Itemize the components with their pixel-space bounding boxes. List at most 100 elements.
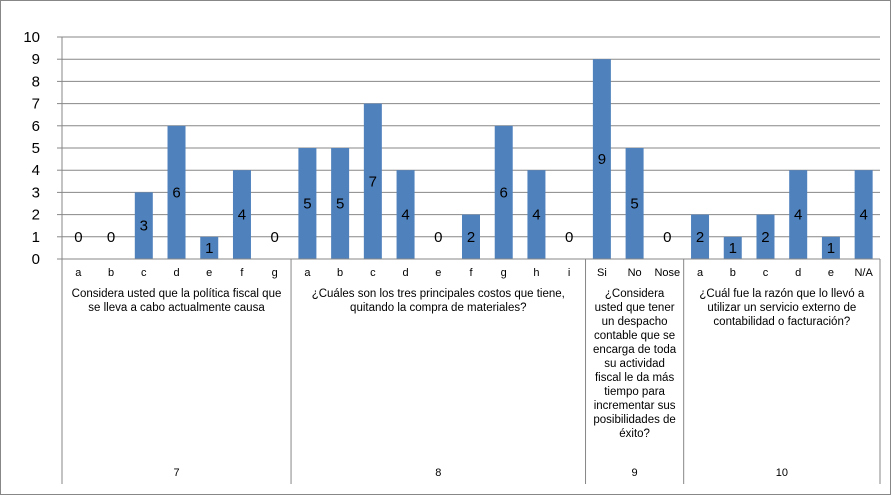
data-label: 4 xyxy=(401,207,409,224)
bar xyxy=(592,59,611,260)
data-label: 0 xyxy=(74,229,82,246)
data-label: 4 xyxy=(532,207,540,224)
data-label: 0 xyxy=(107,229,115,246)
category-label: a xyxy=(304,267,311,279)
group-question: Considera usted que la política fiscal q… xyxy=(72,288,282,314)
bar xyxy=(854,170,873,259)
axes xyxy=(57,36,881,484)
data-label: 5 xyxy=(303,196,311,213)
group-id-label: 8 xyxy=(435,467,441,479)
y-tick-label: 10 xyxy=(23,29,40,46)
data-label: 2 xyxy=(467,229,475,246)
y-tick-label: 2 xyxy=(32,207,40,224)
data-label: 4 xyxy=(238,207,246,224)
group-question-line: ¿Cuáles son los tres principales costos … xyxy=(312,288,565,300)
bar xyxy=(494,125,513,259)
category-label: Si xyxy=(597,267,607,279)
group-question-line: contabilidad o facturación? xyxy=(713,316,850,328)
data-label: 2 xyxy=(761,229,769,246)
category-label: d xyxy=(795,267,801,279)
bar xyxy=(789,170,808,259)
bar xyxy=(625,148,644,259)
y-tick-label: 8 xyxy=(32,73,40,90)
y-axis-tick-labels: 0 1 2 3 4 5 6 7 8 9 10 xyxy=(23,29,40,268)
bar xyxy=(167,125,186,259)
group-question: ¿Considera usted que tener un despacho cont… xyxy=(593,288,677,440)
bar xyxy=(298,148,317,259)
category-label: c xyxy=(763,267,769,279)
data-label: 0 xyxy=(434,229,442,246)
data-label: 6 xyxy=(500,184,508,201)
bars xyxy=(134,59,873,260)
data-label: 2 xyxy=(696,229,704,246)
group-question-line: posibilidades de xyxy=(593,414,675,426)
category-labels: a b c d e f g a b c d e f g h i Si No Nose a b c d e N/A xyxy=(75,267,873,279)
category-label: a xyxy=(697,267,704,279)
group-questions: Considera usted que la política fiscal q… xyxy=(72,288,865,440)
y-tick-label: 1 xyxy=(32,229,40,246)
group-id-label: 9 xyxy=(632,467,638,479)
bar xyxy=(200,236,219,259)
data-label: 1 xyxy=(205,240,213,257)
bar xyxy=(363,103,382,259)
category-label: b xyxy=(730,267,736,279)
group-question-line: contable que se xyxy=(594,330,675,342)
category-label: f xyxy=(240,267,244,279)
data-label: 6 xyxy=(172,184,180,201)
category-label: N/A xyxy=(854,267,873,279)
category-label: c xyxy=(141,267,147,279)
group-question: ¿Cuáles son los tres principales costos … xyxy=(312,288,565,314)
bar xyxy=(232,170,251,259)
category-label: g xyxy=(501,267,507,279)
data-label: 5 xyxy=(336,196,344,213)
data-label: 5 xyxy=(630,196,638,213)
bar xyxy=(527,170,546,259)
category-label: c xyxy=(370,267,376,279)
category-label: h xyxy=(533,267,539,279)
bar xyxy=(396,170,415,259)
data-label: 4 xyxy=(859,207,867,224)
data-label: 4 xyxy=(794,207,802,224)
bar xyxy=(134,192,153,259)
group-question-line: ¿Considera xyxy=(605,288,665,300)
data-label: 0 xyxy=(565,229,573,246)
y-tick-label: 0 xyxy=(32,251,40,268)
y-tick-label: 4 xyxy=(32,162,40,179)
group-question-line: encarga de toda xyxy=(593,344,677,356)
bar xyxy=(331,148,350,259)
category-label: i xyxy=(568,267,570,279)
group-ids: 7 8 9 10 xyxy=(173,467,788,479)
group-id-label: 10 xyxy=(776,467,788,479)
category-label: f xyxy=(469,267,473,279)
gridlines xyxy=(62,36,880,238)
data-labels: 0 0 3 6 1 4 0 5 5 7 4 0 2 6 4 0 9 5 0 2 1 2 4 1 4 xyxy=(74,151,868,257)
group-question-line: se lleva a cabo actualmente causa xyxy=(88,302,265,314)
group-question-line: Considera usted que la política fiscal q… xyxy=(72,288,282,300)
group-question: ¿Cuál fue la razón que lo llevó a utiliza… xyxy=(699,288,865,328)
y-tick-label: 3 xyxy=(32,184,40,201)
category-label: e xyxy=(435,267,441,279)
data-label: 1 xyxy=(729,240,737,257)
y-tick-label: 6 xyxy=(32,118,40,135)
group-question-line: utilizar un servicio externo de xyxy=(707,302,856,314)
group-question-line: ¿Cuál fue la razón que lo llevó a xyxy=(699,288,865,300)
category-label: Nose xyxy=(654,267,680,279)
group-question-line: su actividad xyxy=(604,358,665,370)
category-label: b xyxy=(108,267,114,279)
data-label: 3 xyxy=(140,218,148,235)
data-label: 0 xyxy=(663,229,671,246)
y-tick-label: 5 xyxy=(32,140,40,157)
category-label: g xyxy=(272,267,278,279)
group-question-line: un despacho xyxy=(602,316,668,328)
group-question-line: quitando la compra de materiales? xyxy=(350,302,526,314)
bar xyxy=(462,214,480,259)
group-question-line: éxito? xyxy=(619,428,650,440)
bar xyxy=(723,236,742,259)
category-label: e xyxy=(206,267,212,279)
bar xyxy=(691,214,710,259)
group-question-line: usted que tener xyxy=(595,302,675,314)
y-tick-label: 7 xyxy=(32,96,40,113)
category-label: e xyxy=(828,267,834,279)
group-question-line: tiempo para xyxy=(604,386,665,398)
